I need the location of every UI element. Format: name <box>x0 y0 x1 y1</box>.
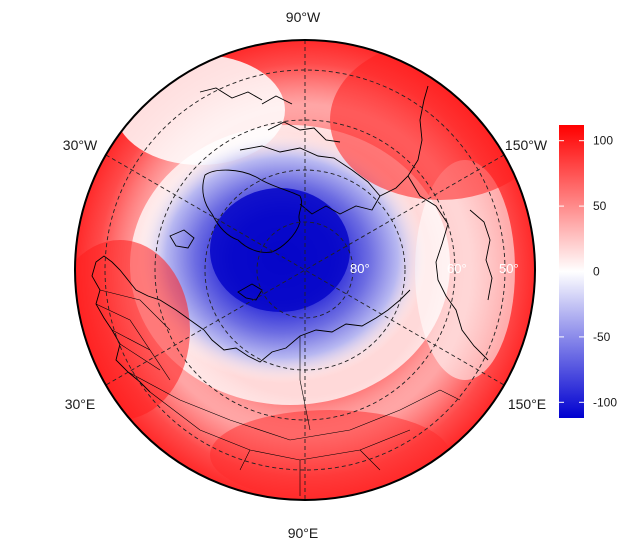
coast-alaska <box>469 209 493 301</box>
positive-anomaly-southwest <box>75 240 190 420</box>
positive-anomaly-east <box>330 40 535 200</box>
coast-canadian-archipelago <box>199 87 381 215</box>
longitude-label-upper-left: 30°W <box>63 137 98 153</box>
latitude-label-60: 60° <box>447 261 467 276</box>
colorbar-tick-label: -50 <box>593 330 611 344</box>
coastlines <box>91 85 493 496</box>
longitude-label-lower-left: 30°E <box>65 396 96 412</box>
political-boundaries <box>95 289 461 496</box>
latitude-50-circle <box>104 69 506 471</box>
polar-low-core <box>210 188 350 312</box>
neutral-zone-ne <box>415 160 515 380</box>
field-layer <box>75 40 535 500</box>
colorbar-tick-label: 50 <box>593 199 607 213</box>
latitude-60-circle <box>154 119 456 421</box>
longitude-label-bottom: 90°E <box>288 525 319 541</box>
latitude-label-50: 50° <box>499 261 519 276</box>
colorbar: 100 50 0 -50 -100 <box>559 125 617 418</box>
coast-scandinavia <box>91 255 205 393</box>
colorbar-tick-label: -100 <box>593 395 617 409</box>
latitude-label-80: 80° <box>350 261 370 276</box>
coast-north-america <box>379 85 489 361</box>
longitude-label-top: 90°W <box>286 9 321 25</box>
colorbar-tick-label: 100 <box>593 134 613 148</box>
longitude-label-upper-right: 150°W <box>505 137 548 153</box>
graticule <box>104 40 506 500</box>
coast-greenland <box>202 169 302 253</box>
map-boundary <box>74 39 536 501</box>
coast-novaya-zemlya <box>237 283 263 301</box>
colorbar-ticks: 100 50 0 -50 -100 <box>559 134 617 409</box>
colorbar-tick-label: 0 <box>593 265 600 279</box>
coast-svalbard <box>169 229 195 249</box>
longitude-label-lower-right: 150°E <box>508 396 546 412</box>
